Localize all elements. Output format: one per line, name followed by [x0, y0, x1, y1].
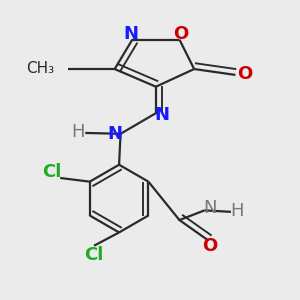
Text: N: N [204, 199, 217, 217]
Text: Cl: Cl [42, 163, 62, 181]
Text: O: O [173, 25, 188, 43]
Text: H: H [71, 123, 85, 141]
Text: H: H [231, 202, 244, 220]
Text: O: O [202, 237, 218, 255]
Text: N: N [108, 125, 123, 143]
Text: CH₃: CH₃ [26, 61, 54, 76]
Text: N: N [123, 25, 138, 43]
Text: Cl: Cl [84, 245, 103, 263]
Text: N: N [154, 106, 169, 124]
Text: O: O [237, 65, 252, 83]
